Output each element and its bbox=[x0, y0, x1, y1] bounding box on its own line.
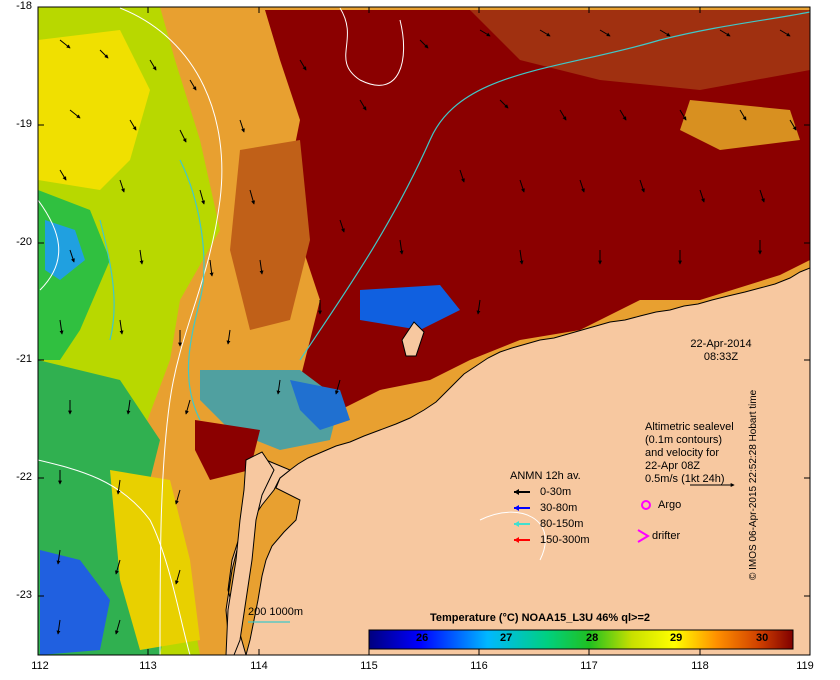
drifter-label: drifter bbox=[652, 530, 681, 542]
legend-item-label: 150-300m bbox=[540, 534, 590, 546]
altimetric-line: 0.5m/s (1kt 24h) bbox=[645, 473, 725, 485]
legend-item-label: 0-30m bbox=[540, 486, 572, 498]
colorbar-title: Temperature (°C) NOAA15_L3U 46% ql>=2 bbox=[430, 612, 650, 624]
credit-text: © IMOS 06-Apr-2015 22:52:28 Hobart time bbox=[748, 389, 759, 580]
lat-label: -23 bbox=[16, 589, 32, 601]
lon-label: 115 bbox=[360, 660, 378, 672]
altimetric-line: 22-Apr 08Z bbox=[645, 460, 701, 472]
lon-label: 112 bbox=[31, 660, 49, 672]
land-mainland bbox=[245, 267, 810, 655]
time-line: 08:33Z bbox=[703, 351, 739, 363]
sealevel-contours bbox=[38, 7, 546, 655]
depth-contours bbox=[99, 11, 810, 421]
drifter-symbol bbox=[637, 529, 650, 543]
map-frame bbox=[37, 6, 811, 656]
velocity-arrows bbox=[56, 29, 797, 635]
colorbar-tick: 28 bbox=[586, 632, 599, 644]
land-exmouth-peninsula bbox=[225, 451, 275, 655]
lon-label: 114 bbox=[250, 660, 268, 672]
lat-label: -22 bbox=[16, 471, 32, 483]
colorbar-tick: 30 bbox=[756, 632, 769, 644]
colorbar bbox=[368, 629, 794, 650]
altimetric-line: (0.1m contours) bbox=[645, 434, 723, 446]
anmn-legend-title: ANMN 12h av. bbox=[510, 470, 581, 482]
sst-yellow-band bbox=[38, 30, 150, 190]
altimetric-line: and velocity for bbox=[645, 447, 719, 459]
sst-orange-northeast bbox=[680, 100, 800, 150]
legend-item-label: 80-150m bbox=[540, 518, 584, 530]
sst-southwest-blue bbox=[40, 550, 110, 655]
colorbar-tick: 26 bbox=[416, 632, 429, 644]
date-stamp: 22-Apr-2014 08:33Z bbox=[676, 338, 766, 364]
argo-label: Argo bbox=[658, 499, 682, 511]
lat-label: -19 bbox=[16, 118, 32, 130]
lon-label: 113 bbox=[139, 660, 157, 672]
anmn-legend-arrows bbox=[514, 489, 530, 543]
date-line: 22-Apr-2014 bbox=[690, 338, 752, 350]
axis-ticks bbox=[37, 6, 811, 655]
lon-label: 118 bbox=[691, 660, 709, 672]
lat-label: -18 bbox=[16, 0, 32, 12]
lon-label: 116 bbox=[470, 660, 488, 672]
colorbar-tick: 27 bbox=[500, 632, 513, 644]
legend-item-label: 30-80m bbox=[540, 502, 578, 514]
argo-symbol bbox=[641, 500, 651, 510]
sst-west-blue-patch bbox=[45, 220, 85, 280]
sst-mid-orange bbox=[230, 140, 310, 330]
sst-warm-northeast bbox=[470, 10, 810, 90]
land-barrow-island bbox=[401, 321, 425, 357]
lon-label: 119 bbox=[796, 660, 814, 672]
lat-label: -20 bbox=[16, 236, 32, 248]
sst-coast-blue bbox=[360, 285, 460, 330]
altimetric-note: Altimetric sealevel (0.1m contours) and … bbox=[645, 421, 734, 486]
altimetric-line: Altimetric sealevel bbox=[645, 421, 734, 433]
colorbar-tick: 29 bbox=[670, 632, 683, 644]
sst-warm-south bbox=[195, 420, 260, 480]
lat-label: -21 bbox=[16, 353, 32, 365]
lon-label: 117 bbox=[580, 660, 598, 672]
depth-contours-label: 200 1000m bbox=[248, 606, 304, 618]
